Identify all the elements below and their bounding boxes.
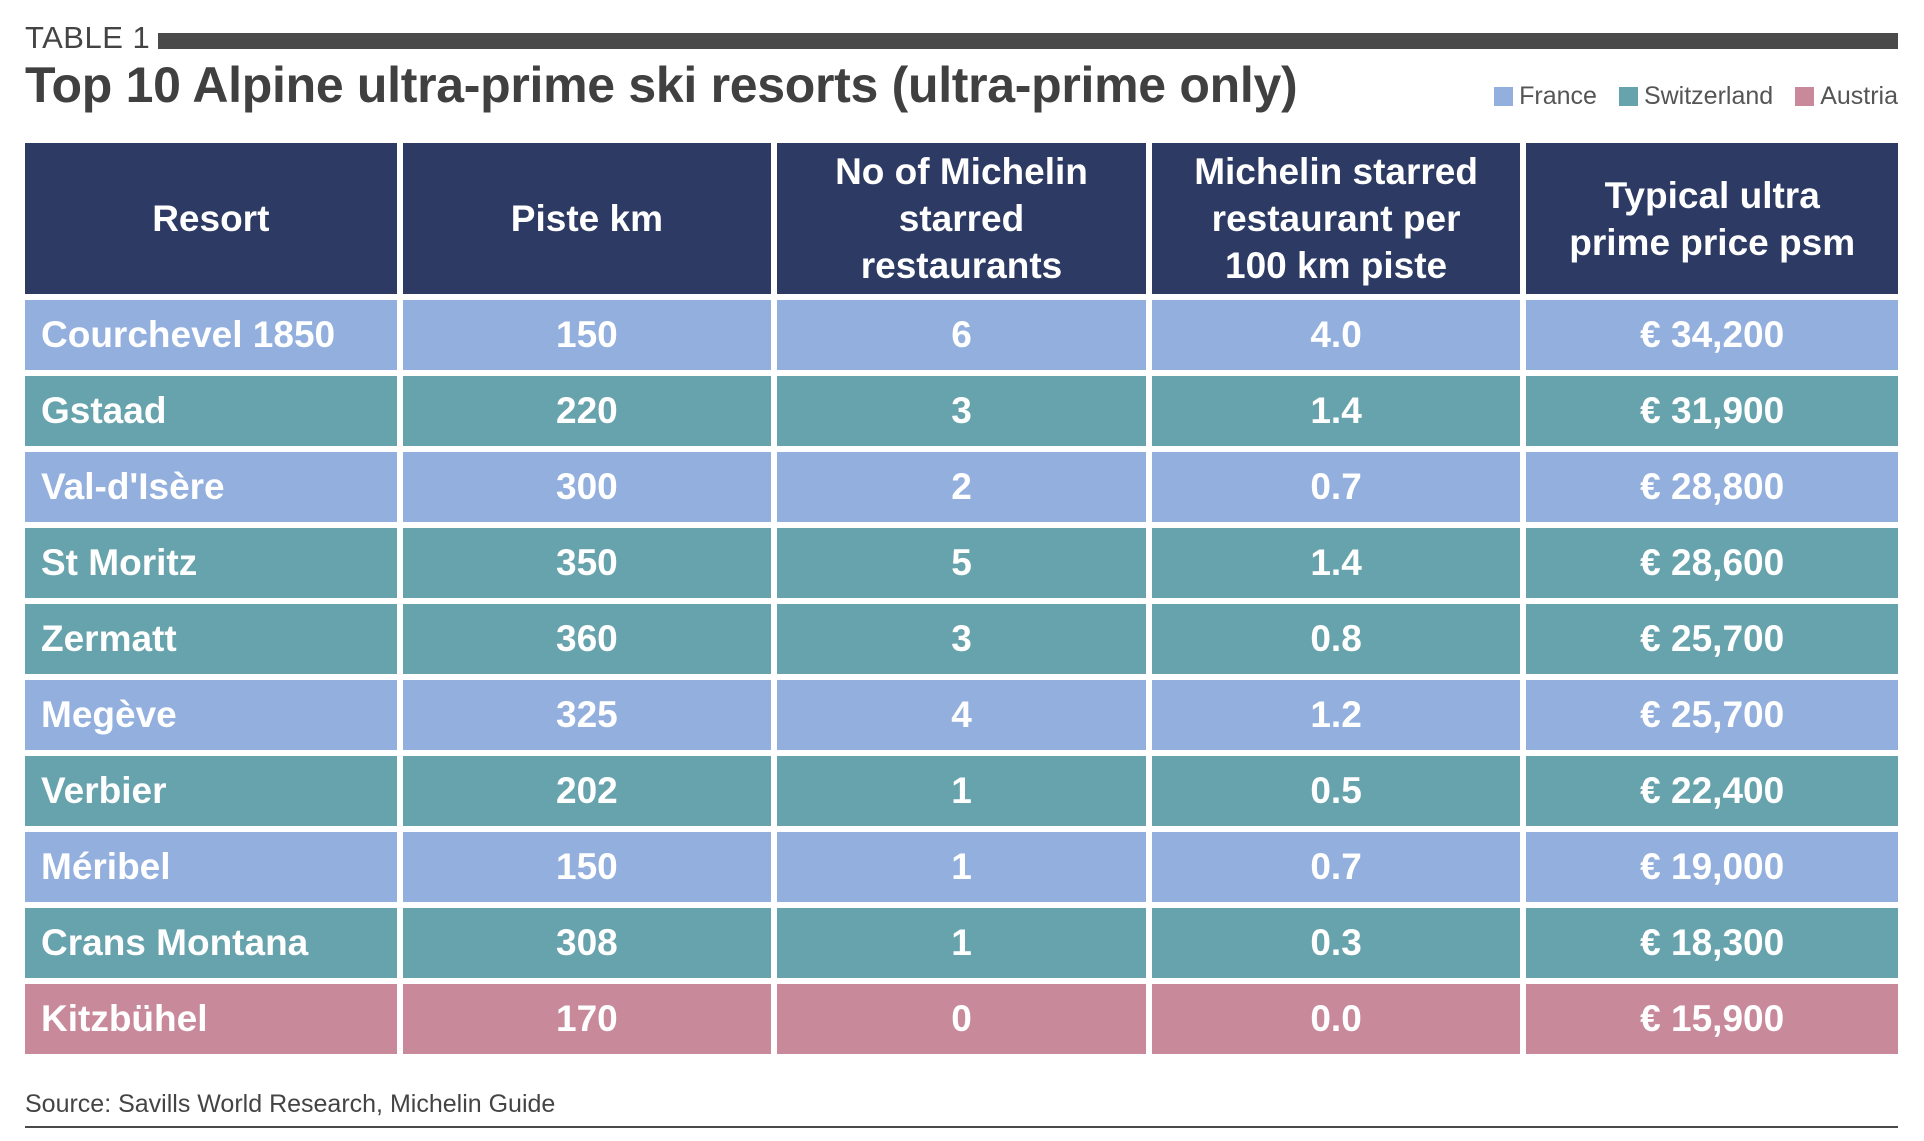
cell-piste-km: 350	[396, 522, 778, 604]
cell-michelin-per-100km: 0.3	[1145, 902, 1527, 984]
cell-price-psm: € 28,800	[1520, 446, 1898, 528]
cell-michelin-per-100km: 1.4	[1145, 522, 1527, 604]
cell-price-psm: € 31,900	[1520, 370, 1898, 452]
cell-michelin-per-100km: 0.5	[1145, 750, 1527, 832]
cell-resort: Val-d'Isère	[25, 446, 403, 528]
legend-item-austria: Austria	[1795, 82, 1898, 111]
cell-michelin-per-100km: 0.7	[1145, 446, 1527, 528]
legend-swatch-switzerland	[1618, 87, 1638, 106]
cell-michelin-count: 6	[771, 294, 1152, 376]
cell-michelin-count: 5	[771, 522, 1152, 604]
cell-resort: Verbier	[25, 750, 403, 832]
legend-swatch-france	[1494, 87, 1514, 106]
cell-michelin-per-100km: 1.4	[1145, 370, 1527, 452]
column-header-michelin-per-100km: Michelin starred restaurant per 100 km p…	[1145, 143, 1527, 300]
legend-item-switzerland: Switzerland	[1618, 82, 1774, 111]
cell-piste-km: 170	[396, 978, 778, 1054]
column-header-resort: Resort	[25, 143, 403, 300]
cell-michelin-count: 3	[771, 598, 1152, 680]
cell-resort: Courchevel 1850	[25, 294, 403, 376]
cell-michelin-count: 2	[771, 446, 1152, 528]
cell-michelin-count: 0	[771, 978, 1152, 1054]
table-row: Megève 325 4 1.2 € 25,700	[25, 674, 1898, 756]
table-row: Gstaad 220 3 1.4 € 31,900	[25, 370, 1898, 452]
cell-price-psm: € 34,200	[1520, 294, 1898, 376]
source-note: Source: Savills World Research, Michelin…	[25, 1090, 556, 1118]
cell-michelin-count: 4	[771, 674, 1152, 756]
cell-piste-km: 220	[396, 370, 778, 452]
legend: France Switzerland Austria	[1494, 82, 1898, 111]
legend-label-switzerland: Switzerland	[1643, 82, 1774, 110]
cell-michelin-count: 3	[771, 370, 1152, 452]
table-row: Courchevel 1850 150 6 4.0 € 34,200	[25, 294, 1898, 376]
cell-price-psm: € 19,000	[1520, 826, 1898, 908]
cell-piste-km: 300	[396, 446, 778, 528]
column-header-michelin-count: No of Michelin starred restaurants	[771, 143, 1152, 300]
cell-resort: Méribel	[25, 826, 403, 908]
cell-price-psm: € 25,700	[1520, 674, 1898, 756]
legend-swatch-austria	[1795, 87, 1815, 106]
table-row: Kitzbühel 170 0 0.0 € 15,900	[25, 978, 1898, 1054]
table-body: Courchevel 1850 150 6 4.0 € 34,200 Gstaad 220 3…	[25, 294, 1898, 1054]
table-row: Méribel 150 1 0.7 € 19,000	[25, 826, 1898, 908]
cell-michelin-per-100km: 4.0	[1145, 294, 1527, 376]
cell-price-psm: € 22,400	[1520, 750, 1898, 832]
cell-price-psm: € 28,600	[1520, 522, 1898, 604]
legend-item-france: France	[1494, 82, 1597, 111]
legend-label-austria: Austria	[1820, 82, 1898, 110]
cell-michelin-per-100km: 0.8	[1145, 598, 1527, 680]
footer-rule	[25, 1126, 1898, 1128]
column-header-price-psm-text: Typical ultra prime price psm	[1569, 174, 1856, 263]
page-title: Top 10 Alpine ultra-prime ski resorts (u…	[25, 57, 1298, 113]
cell-price-psm: € 25,700	[1520, 598, 1898, 680]
table-header-row: Resort Piste km No of Michelin starred r…	[25, 143, 1898, 300]
table-row: Crans Montana 308 1 0.3 € 18,300	[25, 902, 1898, 984]
cell-piste-km: 360	[396, 598, 778, 680]
column-header-michelin-count-text: No of Michelin starred restaurants	[835, 151, 1088, 286]
header-rule	[158, 33, 1898, 49]
resorts-table: Resort Piste km No of Michelin starred r…	[25, 143, 1898, 1054]
cell-resort: Kitzbühel	[25, 978, 403, 1054]
cell-michelin-count: 1	[771, 750, 1152, 832]
table-row: Zermatt 360 3 0.8 € 25,700	[25, 598, 1898, 680]
cell-michelin-per-100km: 0.0	[1145, 978, 1527, 1054]
cell-piste-km: 308	[396, 902, 778, 984]
cell-piste-km: 202	[396, 750, 778, 832]
cell-resort: Crans Montana	[25, 902, 403, 984]
table-number-label: TABLE 1	[25, 20, 151, 55]
cell-price-psm: € 18,300	[1520, 902, 1898, 984]
column-header-michelin-per-100km-text: Michelin starred restaurant per 100 km p…	[1194, 151, 1478, 286]
cell-resort: Megève	[25, 674, 403, 756]
cell-piste-km: 325	[396, 674, 778, 756]
legend-label-france: France	[1519, 82, 1597, 110]
cell-price-psm: € 15,900	[1520, 978, 1898, 1054]
column-header-price-psm: Typical ultra prime price psm	[1520, 143, 1898, 300]
cell-piste-km: 150	[396, 294, 778, 376]
table-row: Verbier 202 1 0.5 € 22,400	[25, 750, 1898, 832]
cell-michelin-count: 1	[771, 826, 1152, 908]
cell-resort: Zermatt	[25, 598, 403, 680]
cell-resort: St Moritz	[25, 522, 403, 604]
cell-michelin-per-100km: 0.7	[1145, 826, 1527, 908]
table-label-row: TABLE 1	[25, 18, 1898, 58]
cell-michelin-count: 1	[771, 902, 1152, 984]
column-header-piste-km: Piste km	[396, 143, 778, 300]
cell-piste-km: 150	[396, 826, 778, 908]
table-row: Val-d'Isère 300 2 0.7 € 28,800	[25, 446, 1898, 528]
table-row: St Moritz 350 5 1.4 € 28,600	[25, 522, 1898, 604]
cell-resort: Gstaad	[25, 370, 403, 452]
cell-michelin-per-100km: 1.2	[1145, 674, 1527, 756]
